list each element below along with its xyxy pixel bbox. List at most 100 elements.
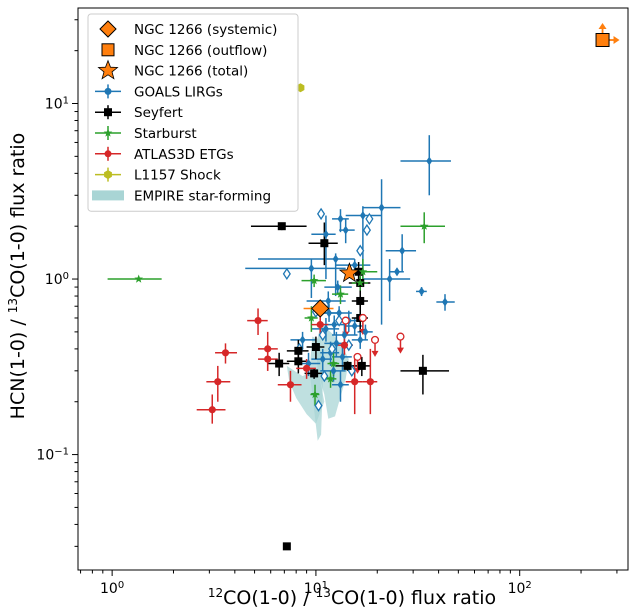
legend-label: GOALS LIRGs: [134, 84, 223, 100]
y-tick-label: 101: [45, 95, 69, 113]
goals-point: [336, 308, 343, 318]
goals-point: [399, 246, 406, 256]
goals-limit-point: [320, 369, 329, 383]
atlas3d-point: [286, 381, 295, 389]
starburst-point: [358, 267, 368, 276]
goals-point: [330, 366, 337, 376]
legend-label: Seyfert: [134, 105, 183, 121]
legend-patch-icon: [92, 190, 124, 201]
goals-point: [351, 321, 358, 331]
y-label-part-2: CO(1-0) flux ratio: [7, 133, 29, 298]
seyfert-point: [354, 267, 363, 276]
y-tick-base: 10: [45, 97, 63, 113]
atlas3d-limit-point: [358, 313, 367, 323]
legend-star-icon: [97, 59, 119, 80]
goals-limit-point: [356, 244, 365, 257]
legend-box: [87, 13, 299, 212]
atlas3d-limit-arrow: [371, 350, 379, 357]
x-tick-label: 101: [304, 580, 328, 598]
atlas3d-point: [214, 378, 222, 386]
goals-limit-point: [282, 267, 291, 281]
atlas3d-point: [208, 406, 216, 414]
seyfert-point: [277, 222, 286, 231]
starburst-point: [329, 359, 338, 368]
goals-point: [326, 308, 333, 318]
x-label-part-2: CO(1-0) flux ratio: [331, 587, 496, 609]
x-tick-base: 10: [508, 581, 526, 597]
seyfert-point: [294, 357, 303, 366]
atlas3d-point: [340, 341, 349, 349]
atlas3d-point: [254, 316, 262, 325]
starburst-point: [326, 374, 335, 383]
legend-diamond-icon: [99, 20, 117, 38]
x-tick-exp: 0: [118, 580, 124, 591]
goals-point: [442, 297, 449, 307]
y-tick-label: 100: [45, 271, 69, 289]
legend-entry: NGC 1266 (systemic): [99, 20, 277, 38]
l1157-point: [296, 83, 305, 93]
legend-label: EMPIRE star-forming: [134, 188, 271, 204]
goals-point: [332, 254, 339, 264]
empire-region: [309, 336, 324, 441]
legend-entry: GOALS LIRGs: [95, 84, 223, 100]
goals-point: [322, 229, 329, 239]
goals-limit-point: [335, 314, 344, 327]
atlas3d-limit-arrow: [396, 347, 404, 354]
legend-label: ATLAS3D ETGs: [134, 147, 234, 163]
y-label-sup: 13: [6, 298, 20, 313]
starburst-point: [307, 313, 316, 322]
legend-label: NGC 1266 (total): [134, 64, 248, 80]
atlas3d-point: [351, 378, 359, 386]
goals-point: [362, 327, 369, 337]
seyfert-point: [357, 361, 366, 370]
legend-entry: ATLAS3D ETGs: [95, 146, 234, 163]
seyfert-point: [275, 359, 284, 368]
y-tick-exp: 0: [63, 271, 69, 282]
goals-point: [325, 296, 332, 306]
goals-limit-point: [365, 212, 374, 226]
atlas3d-point: [302, 364, 311, 372]
ngc1266-systemic-point: [311, 299, 330, 318]
goals-point: [394, 267, 401, 277]
starburst-point: [309, 276, 319, 285]
goals-limit-point: [327, 342, 337, 356]
goals-point: [357, 335, 364, 345]
atlas3d-limit-point: [396, 332, 405, 341]
seyfert-point: [282, 542, 291, 551]
atlas3d-limit-point: [341, 316, 350, 325]
atlas3d-point: [264, 345, 272, 353]
x-tick-exp: 1: [322, 580, 328, 591]
ngc1266-total-point: [338, 262, 360, 283]
atlas3d-point: [264, 355, 272, 363]
errorbar-layer: [107, 23, 620, 424]
y-tick-label: 10−1: [36, 446, 69, 464]
goals-point: [333, 338, 340, 348]
x-tick-label: 100: [100, 580, 124, 598]
goals-point: [378, 203, 385, 213]
starburst-errorbar: [107, 278, 162, 280]
goals-point: [342, 225, 349, 235]
legend-entry: Seyfert: [95, 105, 183, 121]
goals-point: [418, 286, 425, 296]
goals-point: [334, 282, 341, 292]
starburst-point: [356, 278, 365, 287]
starburst-point: [310, 390, 320, 399]
starburst-point: [419, 221, 429, 230]
legend-dot-icon: [104, 87, 112, 95]
atlas3d-point: [316, 321, 324, 329]
marker-layer: [134, 33, 610, 551]
y-tick-exp: 1: [63, 95, 69, 106]
legend: NGC 1266 (systemic) NGC 1266 (outflow) NGC…: [87, 13, 299, 212]
legend-label: Starburst: [134, 126, 197, 142]
atlas3d-limit-point: [370, 335, 380, 344]
legend-star-icon: [103, 128, 113, 137]
legend-entry: L1157 Shock: [95, 167, 221, 184]
ngc1266-outflow-point: [595, 33, 610, 48]
seyfert-point: [294, 346, 303, 355]
goals-limit-point: [316, 207, 326, 221]
legend-entry: NGC 1266 (outflow): [101, 43, 267, 59]
starburst-point: [336, 289, 345, 298]
legend-square-icon: [104, 108, 112, 117]
y-label-part-1: HCN(1-0) /: [7, 313, 29, 419]
